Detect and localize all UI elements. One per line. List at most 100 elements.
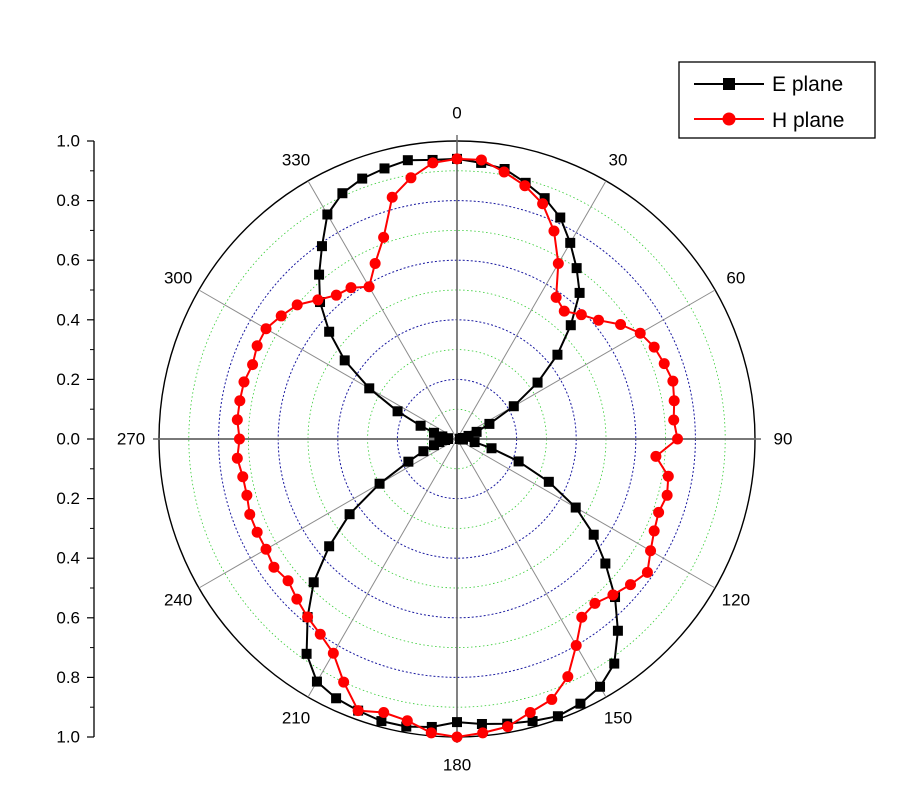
data-point-e-plane [434,437,445,448]
data-point-h-plane [668,395,680,407]
data-point-h-plane [378,231,390,243]
radial-axis: 1.0 0.8 0.6 0.4 0.2 0.0 0.2 0.4 0.6 0.8 1.0 [56,132,95,747]
data-point-e-plane [331,693,342,704]
legend-h-plane-marker [722,112,736,126]
angle-spoke [456,180,607,440]
legend-e-plane-label: E plane [772,73,843,96]
data-point-e-plane [552,349,563,360]
data-point-h-plane [330,289,342,301]
data-point-h-plane [352,705,364,717]
angle-spoke [307,438,458,698]
data-point-h-plane [275,310,287,322]
angle-spoke [307,180,458,440]
data-point-h-plane [312,294,324,306]
data-point-h-plane [291,299,303,311]
data-point-h-plane [234,395,246,407]
angle-label: 90 [774,430,793,449]
data-point-h-plane [247,359,259,371]
data-point-h-plane [537,198,549,210]
radial-tick-label: 0.8 [56,668,80,687]
radial-tick-label: 1.0 [56,728,80,747]
data-point-h-plane [548,225,560,237]
data-point-e-plane [595,681,606,692]
angle-label: 180 [443,756,471,775]
data-point-e-plane [527,716,538,727]
data-point-e-plane [457,434,468,445]
data-point-e-plane [532,377,543,388]
radial-tick-label: 0.0 [56,430,80,449]
data-point-h-plane [546,693,558,705]
data-point-h-plane [233,433,245,445]
data-point-e-plane [379,163,390,174]
angle-spoke [198,438,458,589]
radial-tick-label: 0.6 [56,608,80,627]
data-point-h-plane [648,525,660,537]
data-point-e-plane [428,440,439,451]
data-point-e-plane [311,676,322,687]
data-point-e-plane [322,209,333,220]
angle-spoke [456,438,607,698]
angle-label: 30 [609,151,628,170]
angle-label: 120 [722,591,750,610]
data-point-h-plane [327,647,339,659]
data-point-e-plane [324,326,335,337]
data-point-e-plane [469,437,480,448]
data-point-h-plane [302,611,314,623]
data-point-e-plane [415,420,426,431]
data-point-e-plane [476,718,487,729]
data-point-h-plane [624,579,636,591]
data-point-e-plane [570,502,581,513]
angle-label: 270 [117,430,145,449]
data-point-h-plane [650,450,662,462]
data-point-e-plane [364,383,375,394]
angle-spoke [198,289,458,440]
data-point-e-plane [555,212,566,223]
legend-box [678,61,876,139]
data-point-e-plane [609,658,620,669]
data-point-e-plane [314,269,325,280]
data-point-e-plane [403,456,414,467]
data-point-e-plane [443,433,454,444]
angle-label: 240 [164,591,192,610]
data-point-h-plane [405,172,417,184]
data-point-h-plane [251,526,263,538]
data-point-h-plane [477,727,489,739]
angle-label: 150 [604,708,632,727]
data-point-h-plane [558,305,570,317]
data-point-h-plane [593,314,605,326]
data-point-h-plane [451,731,463,743]
legend-h-plane-label: H plane [772,109,844,132]
data-point-e-plane [513,456,524,467]
series-layer [231,153,684,743]
data-point-h-plane [291,593,303,605]
radial-tick-label: 0.4 [56,310,80,329]
radial-tick-label: 1.0 [56,132,80,151]
angle-spoke [456,289,716,440]
data-point-e-plane [484,418,495,429]
legend: E plane H plane [678,61,876,139]
data-point-e-plane [552,711,563,722]
data-point-e-plane [588,529,599,540]
data-point-h-plane [641,566,653,578]
data-point-h-plane [498,166,510,178]
angle-label: 60 [726,269,745,288]
data-point-h-plane [576,611,588,623]
series-e-plane [301,153,623,732]
data-point-e-plane [565,320,576,331]
data-point-h-plane [260,323,272,335]
data-point-h-plane [552,258,564,270]
data-point-h-plane [661,489,673,501]
data-point-h-plane [260,543,272,555]
data-point-e-plane [471,426,482,437]
data-point-e-plane [392,406,403,417]
data-point-h-plane [575,309,587,321]
data-point-h-plane [241,489,253,501]
data-point-h-plane [451,153,463,165]
data-point-e-plane [401,721,412,732]
data-point-h-plane [378,706,390,718]
data-point-e-plane [426,721,437,732]
data-point-h-plane [251,340,263,352]
angle-label: 300 [164,269,192,288]
data-point-e-plane [324,541,335,552]
